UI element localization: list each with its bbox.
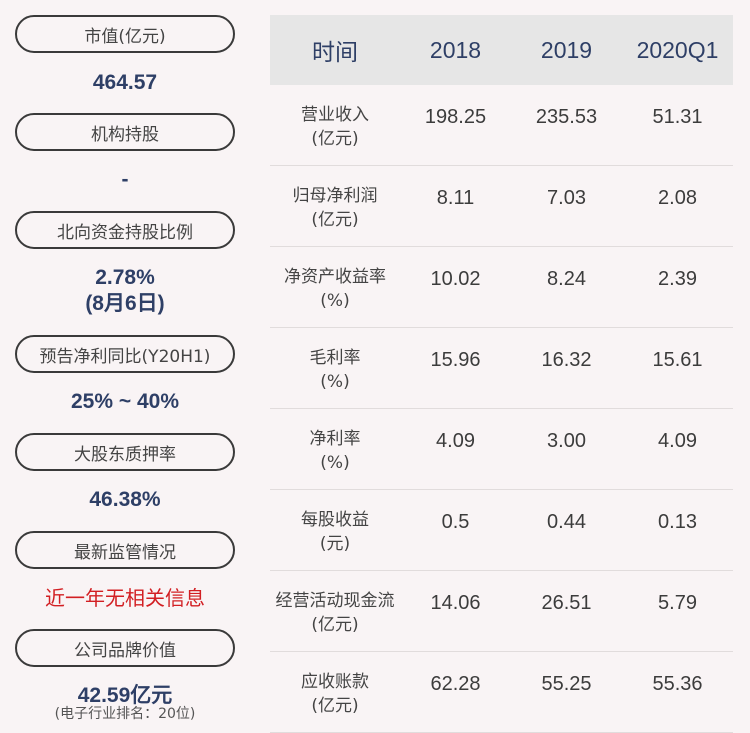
metric-label-pledge: 大股东质押率: [15, 433, 235, 471]
row-label: 归母净利润 (亿元): [270, 166, 400, 246]
table-cell: 55.25: [541, 673, 592, 695]
row-label: 每股收益 (元): [270, 490, 400, 570]
row-label: 毛利率 (%): [270, 328, 400, 408]
table-cell: 3.00: [547, 430, 586, 452]
header-time: 时间: [312, 40, 358, 66]
table-cell: 15.61: [652, 349, 703, 371]
table-cell: 51.31: [652, 106, 703, 128]
table-cell: 16.32: [541, 349, 592, 371]
table-row: 净利率 (%) 4.09 3.00 4.09: [270, 409, 733, 490]
row-label-main: 应收账款: [301, 672, 369, 692]
row-label-main: 净利率: [309, 429, 361, 449]
table-row: 营业收入 (亿元) 198.25 235.53 51.31: [270, 85, 733, 166]
table-cell: 15.96: [430, 349, 481, 371]
row-label-unit: (%): [320, 372, 350, 392]
row-label: 净资产收益率 (%): [270, 247, 400, 327]
table-cell: 0.13: [658, 511, 697, 533]
table-header: 时间 2018 2019 2020Q1: [270, 15, 733, 85]
row-label-unit: (%): [320, 453, 350, 473]
metric-date-northbound: (8月6日): [85, 292, 165, 315]
table-cell: 62.28: [430, 673, 481, 695]
metric-label-regulation: 最新监管情况: [15, 531, 235, 569]
table-cell: 0.5: [441, 511, 470, 533]
table-row: 毛利率 (%) 15.96 16.32 15.61: [270, 328, 733, 409]
table-cell: 2.39: [658, 268, 697, 290]
table-cell: 10.02: [430, 268, 481, 290]
table-cell: 4.09: [658, 430, 697, 452]
row-label-unit: (亿元): [311, 696, 359, 716]
metric-label-institutional: 机构持股: [15, 113, 235, 151]
table-row: 经营活动现金流 (亿元) 14.06 26.51 5.79: [270, 571, 733, 652]
row-label-main: 毛利率: [309, 348, 361, 368]
metric-value-brand: 42.59亿元: [77, 684, 173, 707]
row-label: 应收账款 (亿元): [270, 652, 400, 732]
table-row: 每股收益 (元) 0.5 0.44 0.13: [270, 490, 733, 571]
table-cell: 198.25: [424, 106, 487, 128]
table-row: 净资产收益率 (%) 10.02 8.24 2.39: [270, 247, 733, 328]
table-cell: 14.06: [430, 592, 481, 614]
row-label-unit: (亿元): [311, 129, 359, 149]
metric-label-forecast: 预告净利同比(Y20H1): [15, 335, 235, 373]
header-2020q1: 2020Q1: [636, 36, 719, 63]
table-cell: 8.24: [547, 268, 586, 290]
metric-value-institutional: -: [121, 168, 129, 191]
row-label-main: 经营活动现金流: [275, 591, 395, 611]
metric-value-forecast: 25% ~ 40%: [71, 390, 179, 413]
header-2019: 2019: [540, 36, 593, 63]
metric-value-regulation: 近一年无相关信息: [45, 586, 205, 610]
header-2018: 2018: [429, 36, 482, 63]
row-label-unit: (亿元): [311, 615, 359, 635]
table-cell: 55.36: [652, 673, 703, 695]
table-cell: 8.11: [436, 187, 475, 209]
metric-value-northbound: 2.78%: [95, 266, 155, 289]
table-cell: 0.44: [547, 511, 586, 533]
row-label-unit: (元): [319, 534, 351, 554]
row-label: 净利率 (%): [270, 409, 400, 489]
row-label: 经营活动现金流 (亿元): [270, 571, 400, 651]
table-cell: 5.79: [658, 592, 697, 614]
table-cell: 26.51: [541, 592, 592, 614]
table-cell: 235.53: [535, 106, 598, 128]
table-cell: 2.08: [658, 187, 697, 209]
table-row: 归母净利润 (亿元) 8.11 7.03 2.08: [270, 166, 733, 247]
metric-label-brand: 公司品牌价值: [15, 629, 235, 667]
metric-value-market-cap: 464.57: [92, 71, 158, 94]
metric-note-brand: (电子行业排名：20位): [54, 706, 196, 722]
row-label-unit: (亿元): [311, 210, 359, 230]
table-row: 应收账款 (亿元) 62.28 55.25 55.36: [270, 652, 733, 733]
metric-label-market-cap: 市值(亿元): [15, 15, 235, 53]
metric-value-pledge: 46.38%: [89, 488, 161, 511]
row-label-main: 营业收入: [301, 105, 369, 125]
row-label: 营业收入 (亿元): [270, 85, 400, 165]
metric-label-northbound: 北向资金持股比例: [15, 211, 235, 249]
left-panel: 市值(亿元) 464.57 机构持股 - 北向资金持股比例 2.78% (8月6…: [0, 0, 250, 722]
row-label-main: 净资产收益率: [284, 267, 386, 287]
row-label-main: 每股收益: [301, 510, 369, 530]
row-label-unit: (%): [320, 291, 350, 311]
table-cell: 4.09: [436, 430, 475, 452]
financial-table: 时间 2018 2019 2020Q1 营业收入 (亿元) 198.25 235.…: [270, 15, 733, 733]
row-label-main: 归母净利润: [292, 186, 378, 206]
table-cell: 7.03: [547, 187, 586, 209]
